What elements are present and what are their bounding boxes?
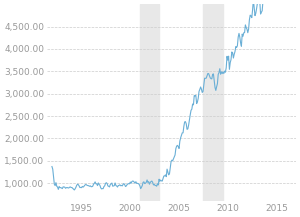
Bar	[140, 4, 159, 201]
Bar	[203, 4, 223, 201]
